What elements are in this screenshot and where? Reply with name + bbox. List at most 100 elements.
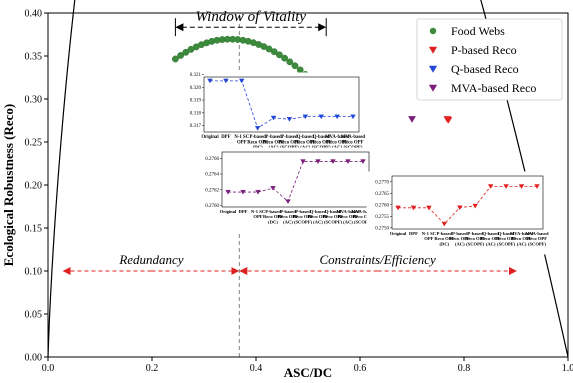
y-tick-label: 0.05 — [25, 310, 43, 321]
inset-category-label: DPF — [239, 209, 248, 214]
inset-category-line: Q-based — [310, 209, 327, 214]
inset-category-line: Reco OPF — [279, 140, 300, 145]
x-tick-label: 0.6 — [354, 363, 367, 374]
inset-category-line: (AC) — [517, 241, 527, 246]
reco-point — [444, 116, 453, 124]
inset-category-line: Reco OPF — [450, 236, 470, 241]
inset-category-line: P-based — [265, 135, 282, 140]
inset-point — [503, 184, 509, 189]
inset-y-tick-label: 0.2755 — [375, 215, 389, 220]
y-tick-label: 0.40 — [25, 9, 43, 20]
inset-category-line: (SCOPF) — [528, 241, 547, 246]
inset-y-tick-label: 0.2764 — [205, 173, 219, 178]
inset-category-line: Reco OPF — [481, 236, 501, 241]
inset-point — [472, 203, 478, 209]
inset-category-line: Original — [390, 231, 407, 236]
x-tick-label: 0.0 — [42, 363, 55, 374]
inset-category-line: MVA-based — [351, 209, 375, 214]
inset-category-line: DPF — [221, 135, 230, 140]
inset-category-line: Reco OPF — [434, 236, 454, 241]
inset-category-line: P-based — [280, 209, 296, 214]
inset-category-line: P-based — [265, 209, 281, 214]
inset-category-line: MVA-based — [336, 209, 360, 214]
inset-category-line: (SCOPF) — [497, 241, 516, 246]
inset-point — [315, 159, 321, 164]
inset-category-line: (DC) — [268, 219, 278, 224]
inset-category-label: N-1 SC OPF — [234, 135, 249, 145]
x-axis-label: ASC/DC — [284, 365, 332, 380]
inset-category-line: (AC) — [343, 219, 353, 224]
inset-y-tick-label: 0.2750 — [375, 226, 389, 231]
food-web-point — [275, 51, 283, 59]
legend-label: MVA-based Reco — [451, 81, 536, 95]
inset-point — [395, 205, 401, 211]
legend-marker — [428, 65, 438, 73]
inset-category-line: Reco OPF — [512, 236, 532, 241]
inset-category-line: Reco OPF — [311, 140, 332, 145]
inset-point — [254, 126, 261, 131]
q-inset: 0.321 0.320 0.319 0.318 0.317 Original DPF N-1 … — [178, 72, 365, 158]
inset-category-line: Reco OPF — [278, 214, 298, 219]
legend-box — [416, 18, 563, 101]
series-mva-based-reco — [408, 116, 416, 123]
y-tick-label: 0.30 — [25, 95, 43, 106]
inset-category-line: DPF — [409, 231, 418, 236]
y-tick-label: 0.15 — [25, 224, 43, 235]
inset-category-line: Reco OPF — [263, 214, 283, 219]
food-web-point — [296, 66, 304, 74]
y-tick-label: 0.25 — [25, 138, 43, 149]
inset-y-tick-label: 0.2762 — [205, 188, 219, 193]
inset-y-tick-label: 0.2760 — [205, 204, 219, 209]
food-web-point — [177, 52, 185, 59]
food-web-point — [182, 48, 190, 56]
inset-point — [240, 189, 246, 195]
x-tick-label: 1.0 — [562, 363, 573, 374]
inset-category-line: Q-based — [313, 135, 330, 140]
inset-point — [225, 189, 231, 195]
inset-category-line: Reco OPF — [338, 214, 358, 219]
inset-category-label: Original — [201, 135, 219, 140]
inset-point — [207, 78, 213, 84]
inset-point — [270, 186, 276, 191]
legend-label: Food Webs — [451, 24, 505, 38]
x-tick-label: 0.8 — [458, 363, 471, 374]
inset-point — [300, 159, 306, 164]
inset-point — [410, 205, 417, 211]
inset-category-line: N-1 SC — [234, 135, 249, 140]
inset-category-line: OPF — [237, 140, 247, 145]
inset-line — [228, 161, 363, 203]
legend-marker — [428, 46, 438, 54]
y-axis-label: Ecological Robustness (Reco) — [1, 104, 16, 267]
inset-category-line: (SCOPF) — [294, 219, 313, 224]
inset-category-label: DPF — [221, 135, 230, 140]
inset-y-tick-label: 0.321 — [190, 73, 202, 78]
inset-category-line: Reco OPF — [465, 236, 485, 241]
inset-point — [286, 117, 293, 122]
inset-category-line: (SCOPF) — [354, 219, 373, 224]
inset-point — [302, 114, 309, 120]
legend-marker — [429, 27, 437, 35]
inset-point — [426, 205, 432, 211]
food-web-point — [171, 55, 179, 63]
inset-category-label: Original — [220, 209, 237, 214]
inset-category-line: P-based — [452, 231, 468, 236]
food-web-point — [291, 62, 299, 70]
inset-point — [360, 159, 366, 164]
inset-category-line: (AC) — [313, 219, 323, 224]
inset-category-label: N-1 SC OPF — [251, 209, 265, 219]
inset-category-line: N-1 SC — [251, 209, 265, 214]
inset-point — [345, 159, 351, 164]
food-web-point — [286, 58, 294, 66]
inset-point — [441, 221, 448, 227]
inset-point — [223, 78, 229, 84]
inset-category-line: (AC) — [455, 241, 465, 246]
